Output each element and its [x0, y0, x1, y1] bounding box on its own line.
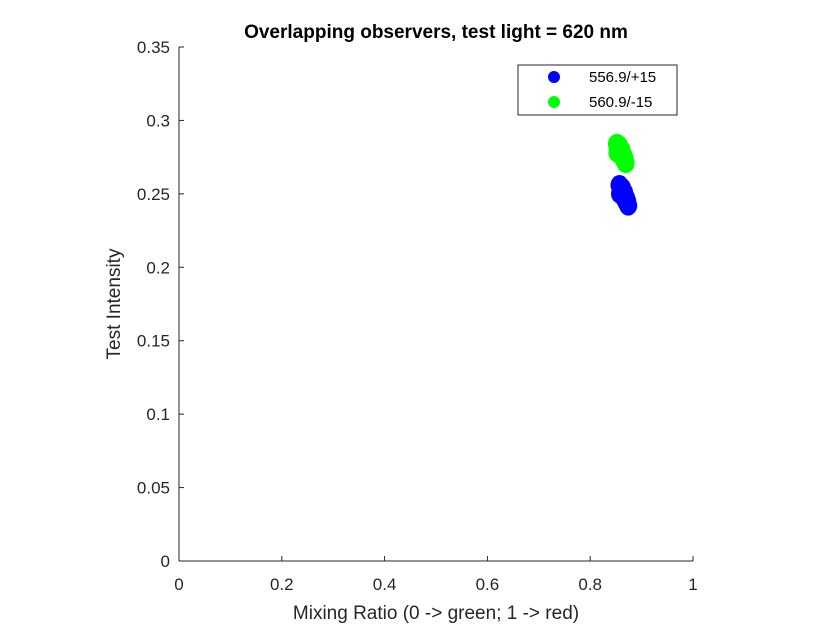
- y-tick-label: 0.1: [146, 405, 170, 424]
- x-tick-label: 0.8: [578, 575, 602, 594]
- x-tick-label: 1: [688, 575, 697, 594]
- y-tick-label: 0.2: [146, 258, 170, 277]
- legend: 556.9/+15 560.9/-15: [517, 64, 678, 116]
- y-tick-label: 0.35: [137, 38, 170, 57]
- data-points-layer: [607, 133, 638, 216]
- data-point-series-2: [615, 148, 634, 169]
- y-axis-label: Test Intensity: [104, 248, 125, 359]
- chart-title: Overlapping observers, test light = 620 …: [244, 22, 628, 43]
- x-tick-label: 0.4: [373, 575, 397, 594]
- legend-label-2: 560.9/-15: [589, 94, 652, 111]
- y-tick-label: 0.05: [137, 479, 170, 498]
- y-tick-label: 0.3: [146, 111, 170, 130]
- y-tick-label: 0.25: [137, 185, 170, 204]
- y-tick-label: 0: [161, 552, 170, 571]
- y-tick-label: 0.15: [137, 332, 170, 351]
- x-axis-label: Mixing Ratio (0 -> green; 1 -> red): [293, 603, 579, 624]
- legend-label-1: 556.9/+15: [589, 69, 656, 86]
- axes: [178, 47, 693, 562]
- legend-box: [517, 64, 678, 116]
- x-tick-label: 0: [174, 575, 183, 594]
- x-tick-label: 0.6: [476, 575, 500, 594]
- x-tick-label: 0.2: [270, 575, 294, 594]
- legend-marker-1: [548, 71, 560, 83]
- data-point-series-1: [618, 191, 637, 212]
- legend-marker-2: [548, 96, 560, 108]
- tick-layer: 0 0.2 0.4 0.6 0.8 1 0 0.05 0.1 0.15 0.2 0.25 0.3 0.35: [137, 38, 698, 594]
